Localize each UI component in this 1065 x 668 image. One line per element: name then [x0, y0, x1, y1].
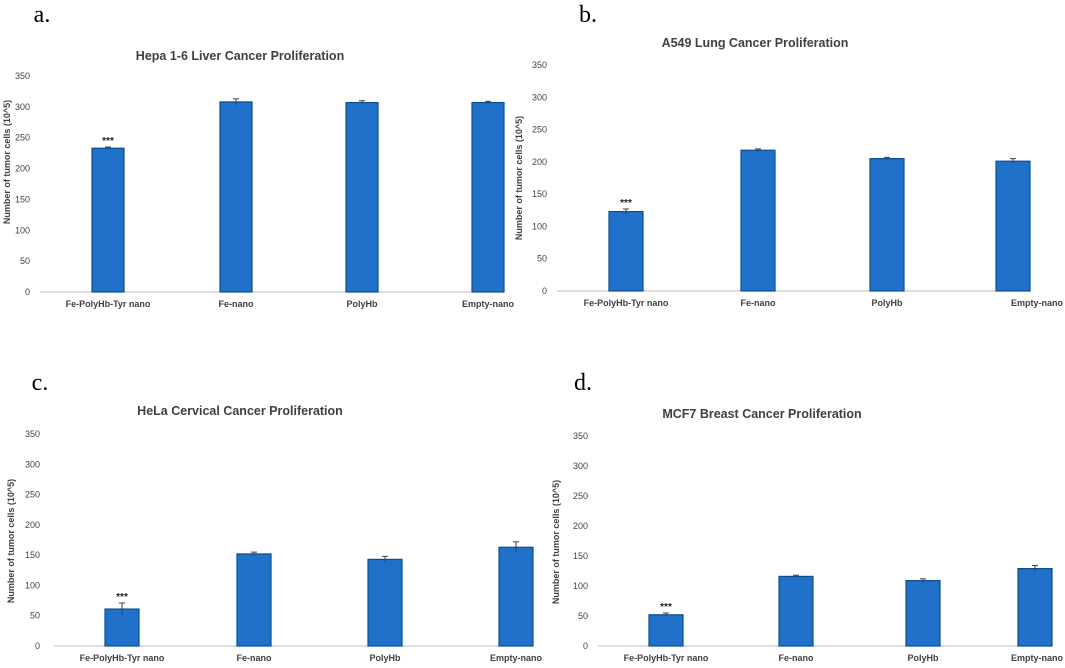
- panel-a-significance-label: ***: [102, 136, 114, 147]
- panel-a-y-tick-label: 250: [15, 133, 30, 143]
- panel-c-category-label: Fe-nano: [237, 653, 273, 663]
- panel-c-y-tick-label: 50: [30, 611, 40, 621]
- panel-d-y-tick-label: 200: [573, 521, 588, 531]
- panel-c-y-tick-label: 200: [25, 520, 40, 530]
- panel-c-y-tick-label: 300: [25, 459, 40, 469]
- panel-d-category-label: Fe-PolyHb-Tyr nano: [624, 653, 709, 663]
- panel-d-bar: [1017, 567, 1053, 647]
- panel-d-title: MCF7 Breast Cancer Proliferation: [662, 407, 861, 421]
- panel-c-category-label: PolyHb: [369, 653, 401, 663]
- panel-a-title: Hepa 1-6 Liver Cancer Proliferation: [136, 49, 344, 63]
- panel-c-significance-label: ***: [116, 592, 128, 603]
- panel-a-letter: a.: [34, 2, 51, 28]
- panel-a-y-tick-label: 350: [15, 71, 30, 81]
- panel-b-category-label: Fe-PolyHb-Tyr nano: [584, 298, 669, 308]
- panel-a-y-tick-label: 300: [15, 102, 30, 112]
- panel-a-y-tick-label: 100: [15, 225, 30, 235]
- panel-d-category-label: Empty-nano: [1011, 653, 1064, 663]
- panel-d-y-tick-label: 150: [573, 551, 588, 561]
- panel-c-y-tick-label: 0: [35, 641, 40, 651]
- panel-b-title: A549 Lung Cancer Proliferation: [662, 36, 849, 50]
- panel-a-y-tick-label: 200: [15, 164, 30, 174]
- panel-d-category-label: PolyHb: [907, 653, 939, 663]
- panel-d-bar: [648, 614, 684, 647]
- panel-c-bar: [498, 546, 534, 647]
- panel-b-category-label: Empty-nano: [1011, 298, 1064, 308]
- panel-c-y-axis-title: Number of tumor cells (10^5): [6, 479, 16, 603]
- panel-c-y-tick-label: 100: [25, 580, 40, 590]
- panel-b-y-tick-label: 50: [537, 254, 547, 264]
- panel-d-y-tick-label: 250: [573, 491, 588, 501]
- panel-a-category-label: Empty-nano: [462, 299, 515, 309]
- panel-a-y-tick-label: 0: [25, 287, 30, 297]
- panel-c-bar: [236, 553, 272, 647]
- panel-d-category-label: Fe-nano: [779, 653, 815, 663]
- panel-b-y-tick-label: 200: [532, 157, 547, 167]
- panel-a-bar: [91, 147, 125, 293]
- panel-d-significance-label: ***: [660, 602, 672, 613]
- panel-a-y-tick-label: 150: [15, 194, 30, 204]
- panel-b-y-tick-label: 0: [542, 286, 547, 296]
- panel-c-bar: [367, 558, 403, 647]
- panel-a-y-axis-title: Number of tumor cells (10^5): [2, 100, 12, 224]
- panel-b-y-tick-label: 300: [532, 92, 547, 102]
- panel-b-y-tick-label: 100: [532, 221, 547, 231]
- panel-a-category-label: Fe-nano: [219, 299, 255, 309]
- panel-d-bar: [905, 579, 941, 647]
- panel-d-y-tick-label: 300: [573, 461, 588, 471]
- panel-b-bar: [995, 160, 1031, 292]
- panel-b-y-tick-label: 350: [532, 60, 547, 70]
- panel-c-letter: c.: [32, 370, 49, 396]
- panel-a-bar: [219, 101, 253, 293]
- panel-d-y-tick-label: 350: [573, 431, 588, 441]
- panel-b-letter: b.: [579, 2, 597, 28]
- panel-b-y-tick-label: 250: [532, 125, 547, 135]
- panel-d-bar: [778, 575, 814, 647]
- panel-c-title: HeLa Cervical Cancer Proliferation: [137, 404, 343, 418]
- panel-b-significance-label: ***: [620, 198, 632, 209]
- panel-b-y-axis-title: Number of tumor cells (10^5): [514, 116, 524, 240]
- panel-c-y-tick-label: 350: [25, 429, 40, 439]
- panel-c-category-label: Empty-nano: [490, 653, 543, 663]
- panel-a-bar: [345, 101, 379, 293]
- panel-c-category-label: Fe-PolyHb-Tyr nano: [80, 653, 165, 663]
- panel-d-y-axis-title: Number of tumor cells (10^5): [551, 480, 561, 604]
- panel-b-bar: [869, 158, 905, 292]
- panel-a-bar: [471, 101, 505, 293]
- panel-c-y-tick-label: 250: [25, 490, 40, 500]
- panel-d-letter: d.: [574, 370, 592, 396]
- panel-b-bar: [608, 210, 644, 292]
- panel-b-bar: [740, 149, 776, 292]
- panel-c-y-tick-label: 150: [25, 550, 40, 560]
- panel-b-y-tick-label: 150: [532, 189, 547, 199]
- panel-d-y-tick-label: 0: [583, 641, 588, 651]
- panel-a-category-label: PolyHb: [346, 299, 378, 309]
- panel-a-category-label: Fe-PolyHb-Tyr nano: [66, 299, 151, 309]
- panel-d-y-tick-label: 50: [578, 611, 588, 621]
- panel-d-y-tick-label: 100: [573, 581, 588, 591]
- panel-b-category-label: Fe-nano: [741, 298, 777, 308]
- panel-a-y-tick-label: 50: [20, 256, 30, 266]
- panel-b-category-label: PolyHb: [871, 298, 903, 308]
